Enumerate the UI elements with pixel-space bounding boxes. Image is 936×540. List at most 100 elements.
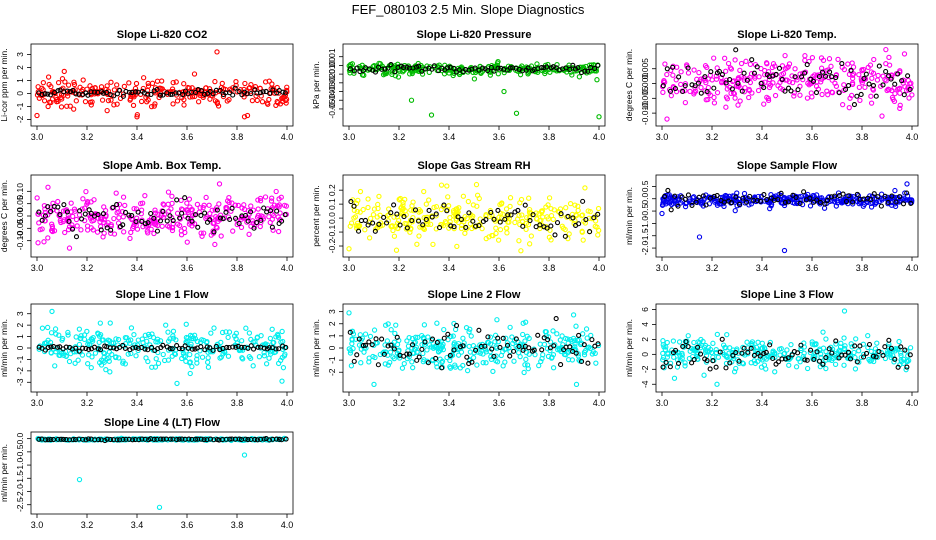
data-point (128, 325, 135, 331)
black-data-point (213, 343, 219, 350)
data-point (430, 241, 436, 248)
data-point (456, 205, 462, 211)
data-point (504, 225, 510, 231)
data-point (114, 82, 120, 88)
data-point (420, 225, 427, 231)
black-data-point (270, 87, 276, 93)
data-point (174, 98, 181, 104)
data-point (517, 353, 523, 360)
black-data-point (444, 208, 450, 214)
data-point (872, 346, 879, 352)
y-tick-label: 0.05 (15, 195, 25, 212)
data-point (106, 358, 112, 364)
data-point (170, 101, 176, 107)
black-data-point (581, 342, 587, 348)
black-data-point (276, 346, 282, 352)
data-point (748, 71, 755, 77)
x-tick-label: 3.0 (656, 132, 669, 142)
data-point (243, 325, 249, 331)
black-data-point (266, 437, 273, 443)
black-data-point (816, 358, 823, 364)
data-point (382, 322, 389, 328)
data-point (140, 85, 146, 92)
black-data-point (508, 212, 514, 218)
data-point (215, 218, 221, 225)
data-point (126, 80, 132, 86)
black-data-point (587, 229, 593, 235)
x-tick-label: 3.6 (181, 398, 194, 408)
x-tick-label: 3.8 (543, 398, 556, 408)
data-point (226, 329, 233, 335)
black-data-point (362, 342, 369, 348)
outlier-point (174, 380, 180, 387)
y-axis-label: ml/min per min. (311, 319, 321, 377)
black-data-point (385, 343, 391, 349)
data-point (685, 333, 691, 339)
black-data-point (463, 224, 469, 230)
black-data-point (539, 347, 545, 353)
data-point (871, 56, 877, 63)
data-point (41, 98, 48, 104)
data-point (130, 102, 137, 109)
black-data-point (763, 349, 769, 356)
data-point (354, 208, 360, 215)
black-data-point (192, 212, 199, 218)
x-tick-label: 3.4 (443, 398, 456, 408)
data-point (263, 361, 270, 367)
data-point (550, 216, 556, 223)
black-data-point (182, 195, 188, 201)
data-point (394, 341, 401, 348)
data-point (450, 69, 457, 75)
data-point (358, 360, 364, 366)
y-tick-label: 3 (15, 52, 25, 57)
data-point (904, 193, 911, 199)
data-point (368, 215, 374, 222)
black-data-point (495, 207, 501, 213)
data-point (682, 81, 689, 87)
black-data-point (182, 88, 189, 94)
data-point (59, 76, 66, 82)
y-tick-label: -2.0 (640, 240, 650, 255)
y-tick-label: 0.005 (640, 58, 650, 80)
data-point (860, 66, 867, 73)
data-point (862, 84, 868, 90)
plot-frame (30, 43, 294, 127)
outlier-point (696, 234, 703, 240)
data-point (77, 84, 83, 90)
y-tick-label: -1 (15, 355, 25, 363)
black-data-point (469, 66, 475, 72)
data-point (267, 335, 274, 342)
black-data-point (283, 344, 289, 350)
data-point (177, 222, 183, 229)
data-point (832, 361, 839, 367)
x-tick-label: 4.0 (593, 398, 606, 408)
data-point (596, 227, 602, 234)
black-data-point (904, 364, 910, 370)
data-point (834, 200, 841, 206)
black-data-point (73, 234, 80, 240)
data-point (570, 312, 577, 318)
black-data-point (729, 86, 735, 92)
data-point (507, 195, 514, 201)
data-point (135, 337, 141, 343)
data-point (592, 350, 598, 357)
black-data-point (675, 203, 681, 209)
black-data-point (464, 354, 470, 360)
data-point (165, 357, 172, 363)
black-data-point (585, 68, 591, 74)
data-point (503, 335, 509, 341)
black-data-point (714, 192, 720, 199)
black-data-point (176, 436, 182, 442)
data-point (594, 77, 600, 83)
outlier-point (241, 114, 248, 120)
data-point (593, 360, 599, 366)
data-point (41, 340, 48, 346)
black-data-point (255, 344, 261, 350)
data-point (829, 89, 835, 95)
data-point (52, 326, 59, 332)
x-tick-label: 3.2 (393, 398, 406, 408)
black-data-point (713, 364, 719, 370)
data-point (262, 194, 269, 200)
data-point (545, 61, 551, 68)
black-data-point (77, 208, 83, 214)
